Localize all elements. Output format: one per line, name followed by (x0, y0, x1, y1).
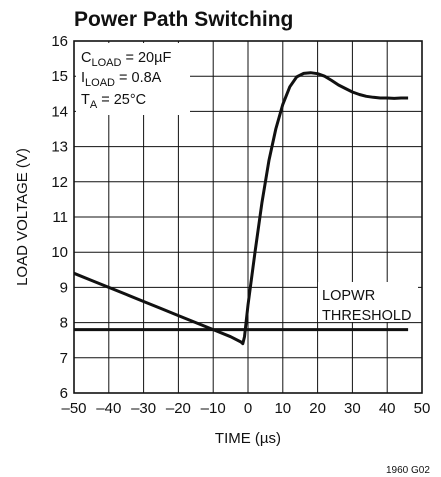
y-tick-label: 7 (60, 350, 68, 367)
ta-subscript: A (90, 99, 98, 111)
x-tick-label: –40 (96, 400, 121, 417)
grid (74, 41, 422, 393)
y-tick-label: 6 (60, 385, 68, 402)
lopwr-label-backdrop (318, 282, 418, 322)
figure-code: 1960 G02 (386, 465, 430, 476)
x-tick-label: 40 (379, 400, 396, 417)
x-axis-label: TIME (µs) (215, 430, 281, 447)
x-tick-label: 20 (309, 400, 326, 417)
y-tick-label: 12 (51, 174, 68, 191)
plot-frame (73, 40, 423, 394)
lopwr-label: LOPWR THRESHOLD (318, 282, 418, 324)
lopwr-label-line1: LOPWR (322, 288, 375, 304)
y-tick-label: 8 (60, 315, 68, 332)
x-tick-label: –50 (61, 400, 86, 417)
x-tick-label: 0 (244, 400, 252, 417)
cload-value: = 20µF (121, 50, 171, 66)
conditions-box: CLOAD = 20µF ILOAD = 0.8A TA = 25°C (76, 43, 190, 115)
x-tick-label: –20 (166, 400, 191, 417)
x-tick-label: –30 (131, 400, 156, 417)
ta-value: = 25°C (97, 92, 146, 108)
y-tick-label: 10 (51, 244, 68, 261)
data-series (73, 71, 409, 346)
y-tick-labels: 6 7 8 9 10 11 12 13 14 15 16 (51, 33, 68, 402)
y-tick-label: 16 (51, 33, 68, 50)
x-tick-label: –10 (201, 400, 226, 417)
iload-value: = 0.8A (115, 70, 162, 86)
y-tick-label: 14 (51, 103, 68, 120)
iload-annotation: ILOAD = 0.8A (81, 70, 162, 89)
y-tick-label: 11 (52, 209, 68, 226)
load-voltage-line (73, 71, 409, 346)
y-tick-label: 15 (51, 68, 68, 85)
y-tick-label: 9 (60, 279, 68, 296)
cload-symbol: C (81, 50, 91, 66)
x-tick-label: 30 (344, 400, 361, 417)
ta-annotation: TA = 25°C (81, 92, 146, 111)
iload-subscript: LOAD (85, 77, 115, 89)
chart-title: Power Path Switching (74, 8, 293, 31)
y-tick-label: 13 (51, 139, 68, 156)
y-axis-label: LOAD VOLTAGE (V) (14, 148, 31, 286)
ta-symbol: T (81, 92, 90, 108)
iload-symbol: I (81, 70, 85, 86)
annotation-backdrop (76, 43, 190, 115)
x-tick-label: 50 (414, 400, 431, 417)
x-tick-labels: –50 –40 –30 –20 –10 0 10 20 30 40 50 (61, 400, 430, 417)
lopwr-label-line2: THRESHOLD (322, 308, 411, 324)
cload-subscript: LOAD (91, 57, 121, 69)
cload-annotation: CLOAD = 20µF (81, 50, 171, 69)
x-tick-label: 10 (274, 400, 291, 417)
